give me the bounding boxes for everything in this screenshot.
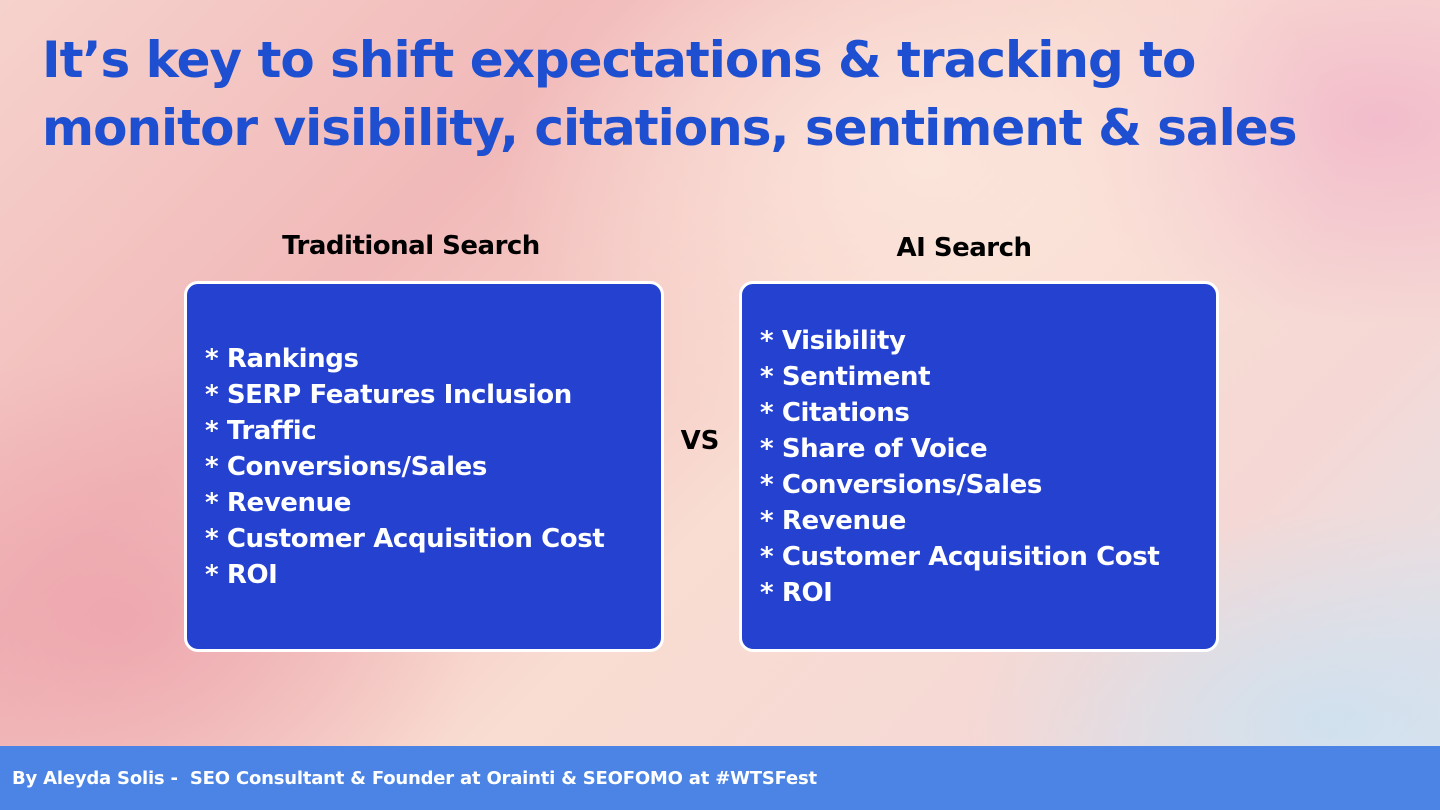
list-item: * Conversions/Sales <box>205 451 487 482</box>
list-item: * Customer Acquisition Cost <box>205 523 605 554</box>
list-item: * Revenue <box>205 487 351 518</box>
list-item: * Customer Acquisition Cost <box>760 541 1160 572</box>
list-item: * ROI <box>205 559 278 590</box>
footer-credit: By Aleyda Solis - SEO Consultant & Found… <box>12 767 817 789</box>
traditional-search-box: * Rankings * SERP Features Inclusion * T… <box>184 281 664 652</box>
vs-label: VS <box>680 426 720 456</box>
slide-title: It’s key to shift expectations & trackin… <box>42 31 1297 157</box>
list-item: * Sentiment <box>760 361 931 392</box>
traditional-metrics-list: * Rankings * SERP Features Inclusion * T… <box>205 341 661 593</box>
list-item: * Traffic <box>205 415 317 446</box>
list-item: * Visibility <box>760 325 906 356</box>
ai-search-heading: AI Search <box>896 233 1033 263</box>
ai-search-box: * Visibility * Sentiment * Citations * S… <box>739 281 1219 652</box>
traditional-search-heading: Traditional Search <box>282 231 540 261</box>
list-item: * Revenue <box>760 505 906 536</box>
list-item: * Rankings <box>205 343 359 374</box>
list-item: * Citations <box>760 397 910 428</box>
list-item: * ROI <box>760 577 833 608</box>
ai-metrics-list: * Visibility * Sentiment * Citations * S… <box>760 323 1216 611</box>
list-item: * SERP Features Inclusion <box>205 379 572 410</box>
list-item: * Share of Voice <box>760 433 988 464</box>
footer-bar: By Aleyda Solis - SEO Consultant & Found… <box>0 746 1440 810</box>
list-item: * Conversions/Sales <box>760 469 1042 500</box>
